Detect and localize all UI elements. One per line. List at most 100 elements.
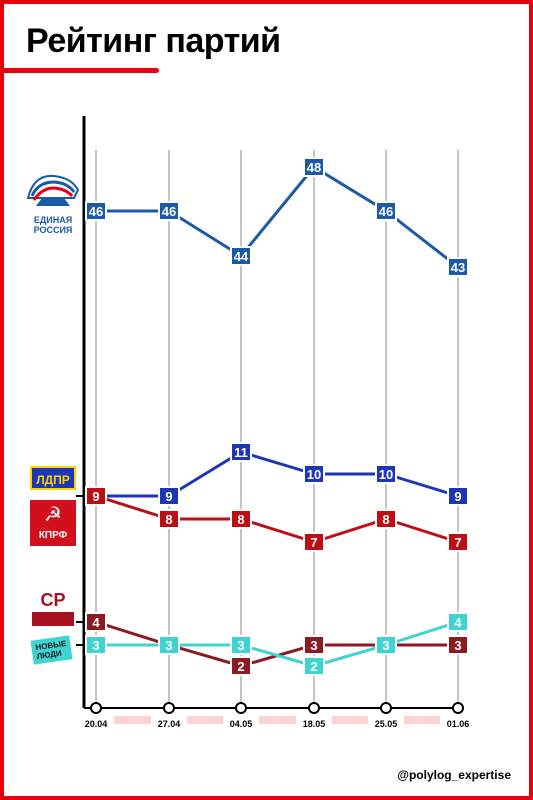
data-marker-ldpr-2 <box>230 442 252 462</box>
edinaya-rossiya-logo: ЕДИНАЯ РОССИЯ <box>24 168 82 238</box>
data-point-kprf-5: 7 <box>447 532 469 552</box>
data-marker-sr-0 <box>85 612 107 632</box>
data-point-sr-0: 4 <box>85 612 107 632</box>
data-point-sr-3: 3 <box>303 635 325 655</box>
kprf-logo-text: КПРФ <box>38 530 68 541</box>
x-tick-label-0: 20.04 <box>85 719 108 729</box>
data-marker-kprf-2 <box>230 509 252 529</box>
data-marker-nl-2 <box>230 635 252 655</box>
hammer-sickle-icon: ☭ <box>44 504 62 526</box>
ldpr-logo: ЛДПР <box>30 466 76 490</box>
credit-handle: @polylog_expertise <box>397 768 511 782</box>
data-marker-kprf-4 <box>375 509 397 529</box>
data-marker-kprf-5 <box>447 532 469 552</box>
data-marker-ldpr-3 <box>303 464 325 484</box>
data-label-nl-5: 4 <box>454 615 462 630</box>
x-tick-marker-0 <box>90 702 102 714</box>
data-point-nl-1: 3 <box>158 635 180 655</box>
data-point-ldpr-2: 11 <box>230 442 252 462</box>
data-label-ldpr-3: 10 <box>307 467 321 482</box>
x-tick-label-3: 18.05 <box>303 719 326 729</box>
x-tick-marker-4 <box>380 702 392 714</box>
data-point-er-1: 46 <box>158 201 180 221</box>
axis-segment-2 <box>259 716 296 724</box>
data-label-er-4: 46 <box>379 204 393 219</box>
data-point-nl-5: 4 <box>447 612 469 632</box>
page-title: Рейтинг партий <box>26 22 281 60</box>
data-label-nl-0: 3 <box>92 638 99 653</box>
x-tick-marker-3 <box>308 702 320 714</box>
sr-logo: СР <box>30 588 76 632</box>
data-marker-nl-4 <box>375 635 397 655</box>
x-tick-label-5: 01.06 <box>447 719 470 729</box>
data-label-kprf-5: 7 <box>454 535 461 550</box>
data-label-er-2: 44 <box>234 249 249 264</box>
data-label-sr-3: 3 <box>310 638 317 653</box>
data-label-nl-4: 3 <box>382 638 389 653</box>
data-label-nl-2: 3 <box>237 638 244 653</box>
data-label-er-0: 46 <box>89 204 103 219</box>
sr-logo-text: СР <box>40 590 66 610</box>
data-point-er-5: 43 <box>447 257 469 277</box>
x-tick-label-4: 25.05 <box>375 719 398 729</box>
x-tick-marker-1 <box>163 702 175 714</box>
data-point-er-3: 48 <box>303 157 325 177</box>
data-marker-kprf-1 <box>158 509 180 529</box>
data-marker-er-2 <box>230 246 252 266</box>
data-point-ldpr-4: 10 <box>375 464 397 484</box>
novye-lyudi-logo: НОВЫЕ ЛЮДИ <box>26 635 78 668</box>
data-point-nl-0: 3 <box>85 635 107 655</box>
data-marker-nl-5 <box>447 612 469 632</box>
data-point-ldpr-3: 10 <box>303 464 325 484</box>
x-tick-marker-5 <box>452 702 464 714</box>
axis-segment-1 <box>187 716 223 724</box>
kprf-logo: ☭ КПРФ <box>30 500 76 546</box>
data-point-kprf-2: 8 <box>230 509 252 529</box>
data-point-er-0: 46 <box>85 201 107 221</box>
series-line-er <box>96 165 459 269</box>
sr-logo-bar <box>32 612 74 626</box>
data-point-er-4: 46 <box>375 201 397 221</box>
data-marker-nl-0 <box>85 635 107 655</box>
data-label-er-5: 43 <box>451 260 465 275</box>
er-logo-text-1: ЕДИНАЯ <box>33 215 73 225</box>
data-marker-er-0 <box>85 201 107 221</box>
x-tick-label-1: 27.04 <box>158 719 181 729</box>
series-line-ldpr <box>96 450 459 498</box>
data-point-nl-3: 2 <box>303 656 325 676</box>
data-label-ldpr-2: 11 <box>234 445 248 460</box>
er-logo-text-2: РОССИЯ <box>33 225 73 235</box>
data-point-nl-4: 3 <box>375 635 397 655</box>
data-label-kprf-1: 8 <box>165 512 172 527</box>
x-tick-marker-2 <box>235 702 247 714</box>
bear-flag-icon <box>26 174 80 206</box>
data-marker-ldpr-5 <box>447 486 469 506</box>
data-label-kprf-0: 9 <box>92 489 99 504</box>
data-point-kprf-0: 9 <box>85 486 107 506</box>
data-point-kprf-3: 7 <box>303 532 325 552</box>
data-marker-sr-3 <box>303 635 325 655</box>
data-point-kprf-1: 8 <box>158 509 180 529</box>
data-marker-kprf-3 <box>303 532 325 552</box>
data-label-nl-3: 2 <box>310 659 317 674</box>
data-marker-ldpr-4 <box>375 464 397 484</box>
data-label-nl-1: 3 <box>165 638 172 653</box>
data-label-sr-2: 2 <box>237 659 244 674</box>
data-marker-sr-5 <box>447 635 469 655</box>
data-marker-er-1 <box>158 201 180 221</box>
data-marker-er-3 <box>303 157 325 177</box>
data-point-nl-2: 3 <box>230 635 252 655</box>
data-marker-nl-1 <box>158 635 180 655</box>
data-marker-kprf-0 <box>85 486 107 506</box>
data-label-ldpr-4: 10 <box>379 467 393 482</box>
data-marker-ldpr-1 <box>158 486 180 506</box>
data-point-sr-2: 2 <box>230 656 252 676</box>
data-label-kprf-2: 8 <box>237 512 244 527</box>
data-point-er-2: 44 <box>230 246 252 266</box>
axis-segment-3 <box>332 716 368 724</box>
data-marker-nl-3 <box>303 656 325 676</box>
data-label-ldpr-5: 9 <box>454 489 461 504</box>
series-line-nl <box>96 620 459 668</box>
data-point-ldpr-1: 9 <box>158 486 180 506</box>
